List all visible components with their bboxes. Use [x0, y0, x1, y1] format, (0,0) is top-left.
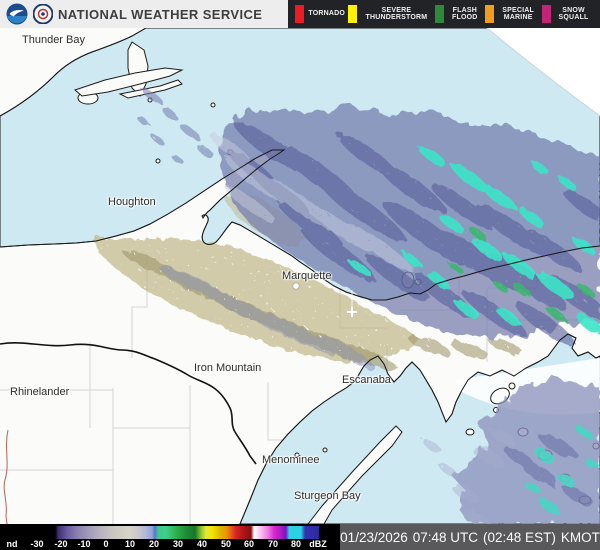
- status-time-local: (02:48 EST): [483, 529, 556, 545]
- reflectivity-scale: nd -30 -20 -10 0 10 20 30 40 50 60 70 80…: [0, 524, 340, 550]
- radar-map-canvas: [0, 28, 600, 524]
- scale-tick: 40: [196, 539, 208, 549]
- city-label-rhinelander: Rhinelander: [10, 386, 70, 398]
- marquette-city-dot: [292, 282, 300, 290]
- scale-tick: 70: [267, 539, 279, 549]
- warning-item-flash-flood: FLASH FLOOD: [434, 5, 482, 23]
- city-label-menominee: Menominee: [262, 454, 320, 466]
- radar-echo-southeast: [423, 378, 600, 524]
- scale-tick: 50: [220, 539, 232, 549]
- reflectivity-ticks: nd -30 -20 -10 0 10 20 30 40 50 60 70 80…: [0, 539, 340, 550]
- warning-item-severe-thunderstorm: SEVERE THUNDERSTORM: [348, 5, 431, 23]
- coastlines-overlay: [0, 28, 600, 524]
- status-time-utc: 07:48 UTC: [412, 529, 479, 545]
- severe-thunderstorm-swatch: [348, 5, 358, 23]
- city-label-sturgeon-bay: Sturgeon Bay: [294, 490, 361, 502]
- scale-unit-label: dBZ: [309, 539, 327, 549]
- status-date: 01/23/2026: [340, 529, 408, 545]
- warning-item-tornado: TORNADO: [295, 5, 345, 23]
- header-branding: NATIONAL WEATHER SERVICE: [0, 0, 288, 28]
- scale-tick: -30: [30, 539, 44, 549]
- footer: nd -30 -20 -10 0 10 20 30 40 50 60 70 80…: [0, 524, 600, 550]
- warning-item-snow-squall: SNOW SQUALL: [541, 5, 593, 23]
- city-label-houghton: Houghton: [108, 196, 156, 208]
- reflectivity-gradient-bar: [1, 526, 319, 539]
- city-label-iron-mountain: Iron Mountain: [194, 362, 262, 374]
- scale-tick: 30: [172, 539, 184, 549]
- flash-flood-swatch: [434, 5, 444, 23]
- door-peninsula: [307, 425, 403, 524]
- scale-tick: nd: [6, 539, 18, 549]
- range-boundary-arc: [486, 28, 600, 117]
- city-and-radar-markers: [292, 282, 357, 317]
- scale-tick: 0: [103, 539, 109, 549]
- state-border: [0, 342, 257, 465]
- tornado-swatch: [295, 5, 305, 23]
- noaa-logo-icon: [6, 3, 28, 25]
- snow-squall-swatch: [541, 5, 551, 23]
- scale-tick: 80: [290, 539, 302, 549]
- scale-tick: -20: [54, 539, 68, 549]
- agency-title: NATIONAL WEATHER SERVICE: [58, 6, 263, 22]
- range-boundary-ne: [487, 28, 600, 116]
- road-line: [3, 429, 9, 524]
- city-label-escanaba: Escanaba: [342, 374, 391, 386]
- radar-site-cross-icon: [347, 307, 357, 317]
- scale-tick: 10: [124, 539, 136, 549]
- city-label-thunder-bay: Thunder Bay: [22, 34, 85, 46]
- lake-islands: [74, 41, 233, 164]
- status-bar: 01/23/2026 07:48 UTC (02:48 EST) KMOT: [340, 524, 600, 550]
- doc-seal-icon: [33, 4, 53, 24]
- scale-tick: 60: [243, 539, 255, 549]
- radar-map[interactable]: Thunder Bay Houghton Marquette Iron Moun…: [0, 28, 600, 524]
- warning-legend: TORNADO SEVERE THUNDERSTORM FLASH FLOOD …: [288, 0, 600, 28]
- special-marine-swatch: [485, 5, 495, 23]
- city-label-marquette: Marquette: [282, 270, 332, 282]
- scale-tick: 20: [148, 539, 160, 549]
- header: NATIONAL WEATHER SERVICE TORNADO SEVERE …: [0, 0, 600, 28]
- radar-echo-lake-superior: [136, 88, 600, 346]
- scale-tick: -10: [77, 539, 91, 549]
- station-id: KMOT: [560, 529, 600, 545]
- warning-item-special-marine: SPECIAL MARINE: [485, 5, 538, 23]
